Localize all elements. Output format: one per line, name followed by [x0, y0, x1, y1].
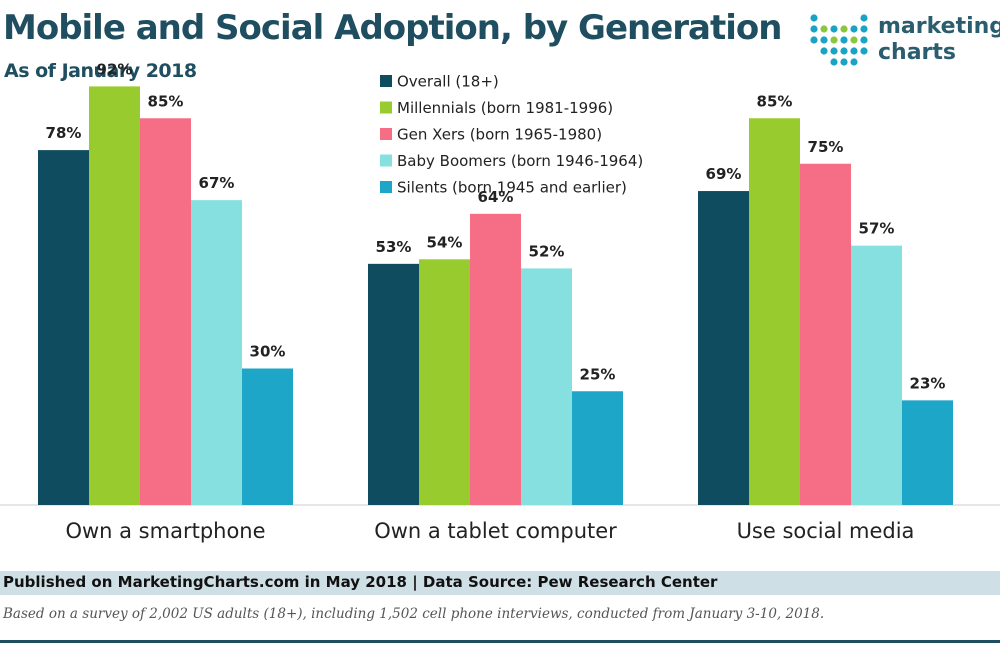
bar: [140, 118, 191, 505]
bar: [368, 263, 419, 505]
logo-dot: [860, 25, 868, 33]
bar: [851, 245, 902, 505]
bar-chart: 78% 92% 85% 67% 30% Own a smartphone 53% 54% 64%…: [0, 60, 1000, 543]
bar: [698, 191, 749, 506]
logo-text: marketing charts: [878, 14, 1000, 66]
logo-dot: [850, 58, 858, 66]
bar-value-label: 30%: [250, 343, 286, 361]
logo-dot: [830, 25, 838, 33]
logo-dot: [840, 36, 848, 44]
logo-dot: [810, 14, 818, 22]
logo-dot: [810, 25, 818, 33]
bar-value-label: 67%: [199, 174, 235, 192]
bar-value-label: 64%: [478, 188, 514, 206]
bar: [419, 259, 470, 505]
bar-value-label: 75%: [808, 138, 844, 156]
legend-swatch: [380, 128, 392, 140]
legend-label: Baby Boomers (born 1946-1964): [397, 152, 643, 170]
bar-value-label: 85%: [148, 92, 184, 110]
logo-dot: [850, 25, 858, 33]
bar-value-label: 54%: [427, 233, 463, 251]
logo-dot: [830, 47, 838, 55]
chart-title: Mobile and Social Adoption, by Generatio…: [3, 8, 782, 48]
bar: [242, 368, 293, 505]
logo-dot: [810, 36, 818, 44]
logo-dot: [860, 14, 868, 22]
legend-label: Overall (18+): [397, 73, 499, 91]
bottom-rule: [0, 640, 1000, 643]
logo-line-2: charts: [878, 40, 957, 65]
bar: [521, 268, 572, 505]
bar-value-label: 85%: [757, 92, 793, 110]
logo-dot: [840, 47, 848, 55]
bar-value-label: 25%: [580, 365, 616, 383]
logo-dot: [840, 58, 848, 66]
bar-value-label: 53%: [376, 238, 412, 256]
legend-label: Gen Xers (born 1965-1980): [397, 126, 602, 144]
logo-line-1: marketing: [878, 14, 1000, 39]
logo-dot: [820, 47, 828, 55]
bar-value-label: 69%: [706, 165, 742, 183]
bar: [572, 391, 623, 505]
marketingcharts-logo: marketing charts: [808, 12, 1000, 70]
chart-subtitle: As of January 2018: [4, 60, 197, 82]
logo-dot: [860, 47, 868, 55]
logo-dot: [820, 36, 828, 44]
bar-value-label: 52%: [529, 242, 565, 260]
bar-value-label: 78%: [46, 124, 82, 142]
logo-dot: [840, 25, 848, 33]
bar-value-label: 57%: [859, 220, 895, 238]
bar: [749, 118, 800, 505]
x-tick-label: Own a smartphone: [65, 519, 265, 543]
logo-dot: [820, 25, 828, 33]
survey-note: Based on a survey of 2,002 US adults (18…: [3, 606, 825, 622]
logo-dot: [850, 47, 858, 55]
x-tick-label: Own a tablet computer: [374, 519, 617, 543]
logo-dot: [830, 36, 838, 44]
bar: [89, 86, 140, 506]
bar: [470, 213, 521, 506]
x-tick-label: Use social media: [737, 519, 915, 543]
legend-label: Silents (born 1945 and earlier): [397, 179, 627, 197]
published-source-line: Published on MarketingCharts.com in May …: [3, 573, 718, 591]
legend-swatch: [380, 75, 392, 87]
logo-dot: [830, 58, 838, 66]
bar: [191, 200, 242, 505]
bar: [38, 150, 89, 505]
bar: [902, 400, 953, 505]
legend-swatch: [380, 101, 392, 114]
bar-value-label: 92%: [97, 60, 133, 78]
logo-dots-icon: [810, 14, 868, 66]
legend-label: Millennials (born 1981-1996): [397, 99, 613, 117]
logo-dot: [850, 36, 858, 44]
bar-value-label: 23%: [910, 374, 946, 392]
legend-swatch: [380, 154, 392, 167]
logo-dot: [860, 36, 868, 44]
footer-bar: Published on MarketingCharts.com in May …: [0, 571, 1000, 595]
legend-swatch: [380, 181, 392, 193]
bar: [800, 163, 851, 505]
